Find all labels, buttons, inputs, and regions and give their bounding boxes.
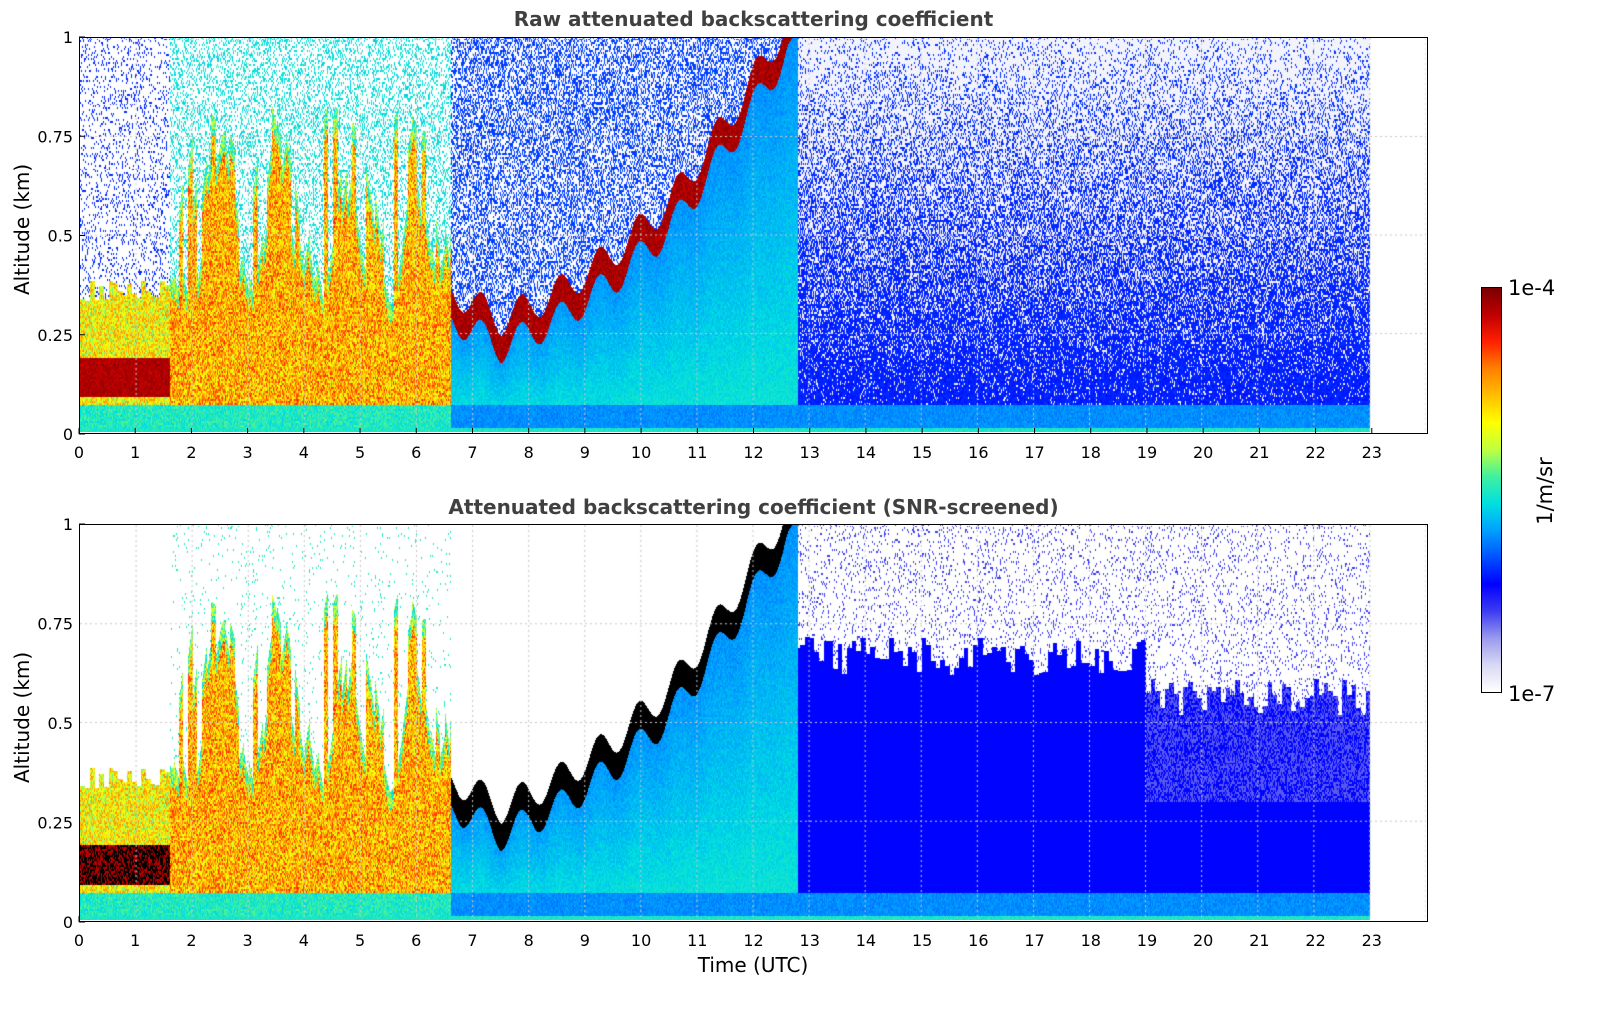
x-tick-label: 10: [631, 443, 651, 462]
top-plot-area: [79, 37, 1428, 434]
x-tick-label: 14: [856, 443, 876, 462]
x-tick-label: 22: [1305, 443, 1325, 462]
x-tick-label: 2: [186, 931, 196, 950]
x-tick-label: 9: [580, 443, 590, 462]
x-tick-label: 11: [687, 931, 707, 950]
x-tick-label: 0: [74, 931, 84, 950]
x-tick-label: 12: [743, 443, 763, 462]
x-tick-label: 13: [800, 443, 820, 462]
x-tick-label: 11: [687, 443, 707, 462]
y-tick-label: 0.75: [37, 615, 73, 634]
x-tick-label: 9: [580, 931, 590, 950]
top-heatmap-canvas: [80, 38, 1426, 432]
y-tick-label: 0.25: [37, 326, 73, 345]
x-tick-label: 23: [1362, 931, 1382, 950]
x-tick-label: 3: [243, 931, 253, 950]
x-tick-label: 6: [411, 931, 421, 950]
top-chart-title: Raw attenuated backscattering coefficien…: [513, 7, 994, 31]
x-tick-label: 13: [800, 931, 820, 950]
y-tick-label: 0: [63, 425, 73, 444]
x-tick-label: 17: [1024, 443, 1044, 462]
x-tick-label: 3: [243, 443, 253, 462]
y-tick-label: 1: [63, 515, 73, 534]
x-tick-label: 0: [74, 443, 84, 462]
colorbar-unit-label: 1/m/sr: [1533, 457, 1557, 525]
x-tick-label: 15: [912, 443, 932, 462]
bottom-plot-area: [79, 524, 1428, 922]
bottom-heatmap-canvas: [80, 525, 1426, 920]
colorbar-max-label: 1e-4: [1508, 276, 1556, 300]
x-tick-label: 21: [1249, 443, 1269, 462]
x-tick-label: 16: [968, 443, 988, 462]
y-tick-label: 0.5: [48, 227, 73, 246]
x-tick-label: 14: [856, 931, 876, 950]
x-tick-label: 17: [1024, 931, 1044, 950]
x-tick-label: 10: [631, 931, 651, 950]
x-tick-label: 4: [299, 443, 309, 462]
x-tick-label: 7: [467, 443, 477, 462]
x-tick-label: 20: [1193, 931, 1213, 950]
y-tick-label: 0.25: [37, 814, 73, 833]
colorbar-min-label: 1e-7: [1508, 682, 1556, 706]
x-tick-label: 18: [1081, 443, 1101, 462]
x-tick-label: 1: [130, 931, 140, 950]
x-axis-label: Time (UTC): [697, 953, 809, 977]
x-tick-label: 5: [355, 931, 365, 950]
x-tick-label: 12: [743, 931, 763, 950]
x-tick-label: 2: [186, 443, 196, 462]
x-tick-label: 4: [299, 931, 309, 950]
y-tick-label: 0.75: [37, 127, 73, 146]
x-tick-label: 6: [411, 443, 421, 462]
bottom-y-axis-label: Altitude (km): [10, 651, 34, 783]
x-tick-label: 19: [1137, 931, 1157, 950]
y-tick-label: 1: [63, 28, 73, 47]
x-tick-label: 15: [912, 931, 932, 950]
x-tick-label: 8: [524, 931, 534, 950]
y-tick-label: 0.5: [48, 714, 73, 733]
x-tick-label: 5: [355, 443, 365, 462]
bottom-chart-title: Attenuated backscattering coefficient (S…: [448, 495, 1059, 519]
x-tick-label: 21: [1249, 931, 1269, 950]
x-tick-label: 18: [1081, 931, 1101, 950]
x-tick-label: 8: [524, 443, 534, 462]
colorbar: [1481, 287, 1502, 693]
x-tick-label: 1: [130, 443, 140, 462]
y-tick-label: 0: [63, 913, 73, 932]
x-tick-label: 16: [968, 931, 988, 950]
x-tick-label: 22: [1305, 931, 1325, 950]
x-tick-label: 7: [467, 931, 477, 950]
x-tick-label: 23: [1362, 443, 1382, 462]
x-tick-label: 20: [1193, 443, 1213, 462]
x-tick-label: 19: [1137, 443, 1157, 462]
